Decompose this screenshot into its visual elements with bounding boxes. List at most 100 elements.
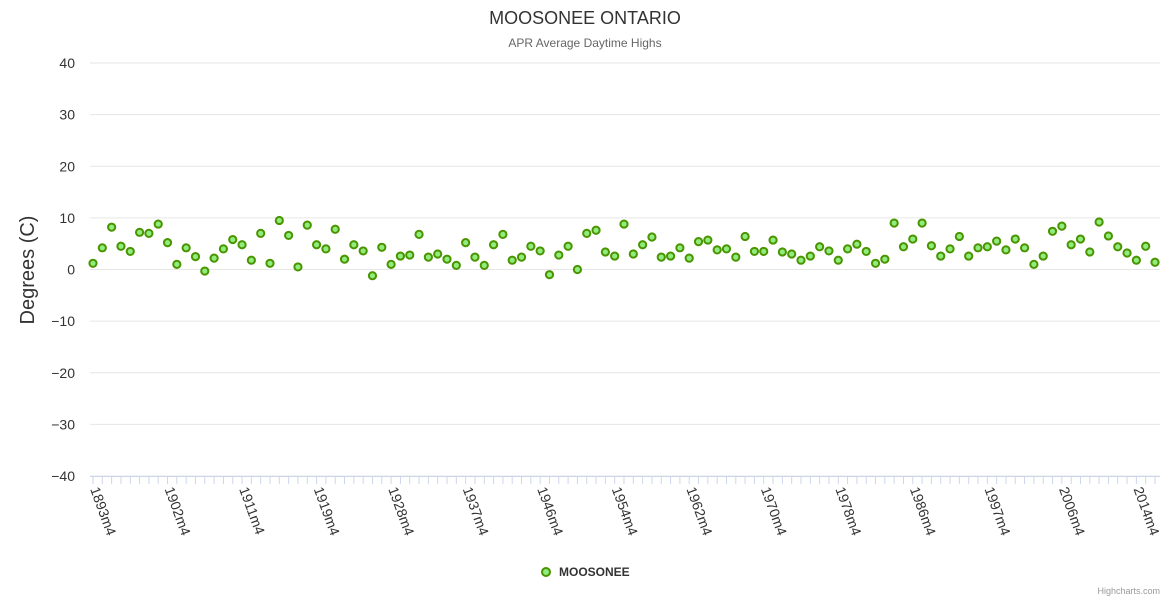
data-point[interactable]: [395, 251, 406, 261]
data-point[interactable]: [461, 238, 471, 248]
data-point[interactable]: [88, 258, 98, 268]
data-point[interactable]: [134, 227, 145, 237]
data-point[interactable]: [433, 249, 443, 259]
data-point[interactable]: [908, 234, 918, 244]
data-point[interactable]: [377, 242, 387, 252]
data-point[interactable]: [144, 228, 154, 238]
data-point[interactable]: [200, 266, 210, 276]
data-point[interactable]: [209, 253, 219, 263]
data-point[interactable]: [1066, 240, 1076, 250]
legend[interactable]: MOOSONEE: [541, 565, 630, 579]
data-point[interactable]: [414, 229, 424, 239]
data-point[interactable]: [423, 252, 433, 262]
data-point[interactable]: [526, 241, 536, 251]
data-point[interactable]: [805, 251, 815, 261]
data-point[interactable]: [125, 246, 135, 257]
data-point[interactable]: [1019, 243, 1030, 253]
data-point[interactable]: [228, 234, 238, 245]
data-point[interactable]: [712, 245, 722, 255]
data-point[interactable]: [992, 236, 1002, 246]
data-point[interactable]: [824, 246, 834, 256]
data-point[interactable]: [842, 244, 853, 254]
data-point[interactable]: [721, 244, 732, 254]
data-point[interactable]: [610, 251, 620, 261]
data-point[interactable]: [153, 219, 163, 229]
data-point[interactable]: [945, 244, 955, 254]
data-point[interactable]: [274, 215, 284, 226]
data-point[interactable]: [162, 238, 173, 248]
data-point[interactable]: [628, 249, 638, 259]
data-point[interactable]: [237, 240, 247, 250]
data-point[interactable]: [1047, 226, 1058, 236]
data-point[interactable]: [1150, 257, 1160, 267]
data-point[interactable]: [777, 247, 787, 257]
data-point[interactable]: [1075, 234, 1086, 244]
data-point[interactable]: [638, 240, 648, 250]
data-point[interactable]: [330, 224, 340, 234]
data-point[interactable]: [1010, 234, 1020, 244]
data-point[interactable]: [926, 241, 937, 251]
data-point[interactable]: [1038, 251, 1048, 261]
data-point[interactable]: [442, 254, 452, 264]
data-point[interactable]: [600, 247, 610, 257]
data-point[interactable]: [190, 251, 201, 262]
data-point[interactable]: [684, 253, 694, 263]
data-point[interactable]: [349, 240, 359, 250]
credits-link[interactable]: Highcharts.com: [1097, 586, 1160, 596]
data-point[interactable]: [107, 222, 117, 232]
data-point[interactable]: [246, 255, 256, 265]
data-point[interactable]: [284, 230, 294, 241]
data-point[interactable]: [339, 254, 350, 264]
data-point[interactable]: [954, 231, 964, 242]
data-point[interactable]: [665, 251, 676, 261]
data-point[interactable]: [479, 260, 489, 270]
data-point[interactable]: [218, 244, 229, 254]
data-point[interactable]: [936, 251, 946, 261]
data-point[interactable]: [731, 252, 741, 262]
data-point[interactable]: [386, 259, 396, 269]
data-point[interactable]: [1131, 255, 1141, 265]
data-point[interactable]: [656, 252, 666, 262]
data-point[interactable]: [451, 260, 461, 270]
data-point[interactable]: [703, 235, 713, 245]
data-point[interactable]: [1057, 221, 1067, 231]
data-point[interactable]: [256, 228, 266, 238]
data-point[interactable]: [852, 239, 862, 249]
data-point[interactable]: [293, 262, 303, 272]
data-point[interactable]: [358, 246, 368, 256]
data-point[interactable]: [367, 271, 378, 281]
data-point[interactable]: [302, 220, 312, 230]
data-point[interactable]: [917, 218, 927, 228]
data-point[interactable]: [1122, 248, 1132, 258]
data-point[interactable]: [498, 229, 508, 239]
data-point[interactable]: [181, 243, 191, 253]
data-point[interactable]: [647, 232, 657, 242]
data-point[interactable]: [889, 218, 899, 228]
legend-marker[interactable]: [541, 567, 551, 577]
data-point[interactable]: [768, 235, 778, 245]
data-point[interactable]: [759, 246, 769, 257]
data-point[interactable]: [265, 258, 275, 268]
data-point[interactable]: [535, 246, 545, 256]
data-point[interactable]: [1094, 217, 1104, 227]
data-point[interactable]: [97, 243, 107, 253]
data-point[interactable]: [582, 228, 592, 238]
data-point[interactable]: [507, 255, 517, 265]
data-point[interactable]: [675, 243, 685, 253]
data-point[interactable]: [405, 250, 415, 260]
data-point[interactable]: [1029, 259, 1039, 269]
data-point[interactable]: [982, 242, 992, 252]
data-point[interactable]: [311, 240, 322, 250]
data-point[interactable]: [563, 241, 573, 251]
data-point[interactable]: [544, 270, 555, 280]
data-point[interactable]: [172, 259, 182, 269]
data-point[interactable]: [1001, 245, 1011, 255]
data-point[interactable]: [870, 258, 881, 268]
data-point[interactable]: [787, 249, 797, 259]
data-point[interactable]: [1113, 242, 1123, 252]
data-point[interactable]: [796, 255, 806, 265]
data-point[interactable]: [1141, 241, 1151, 251]
data-point[interactable]: [898, 242, 909, 252]
data-point[interactable]: [116, 241, 126, 251]
data-point[interactable]: [488, 240, 499, 250]
